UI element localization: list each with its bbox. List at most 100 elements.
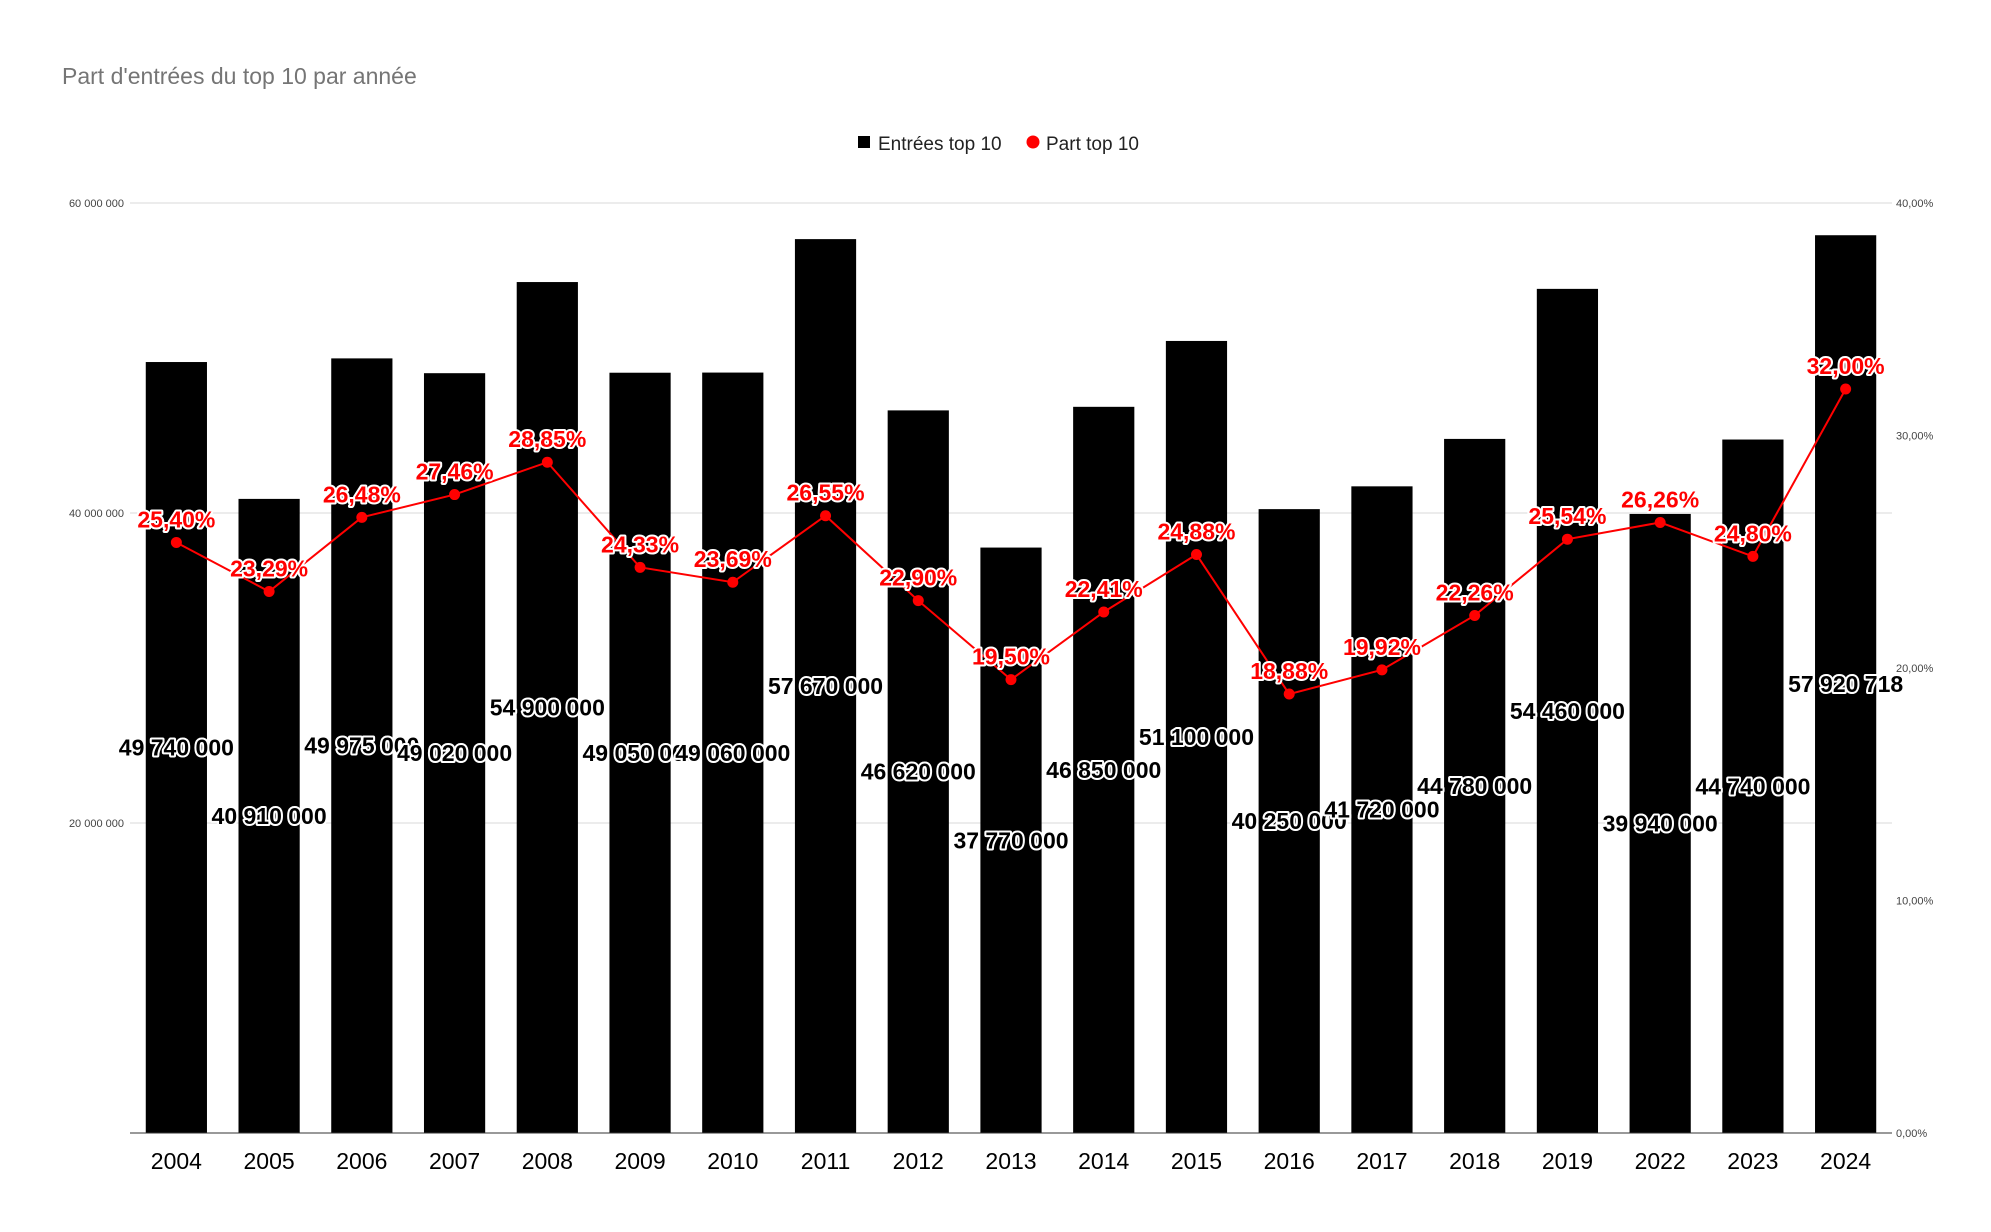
legend-line-label: Part top 10 <box>1046 134 1139 155</box>
line-point <box>1005 674 1017 686</box>
bar <box>887 410 949 1133</box>
x-tick-label: 2019 <box>1542 1148 1593 1174</box>
x-tick-label: 2007 <box>429 1148 480 1174</box>
bar <box>1073 406 1135 1133</box>
bar-value-label: 39 940 000 <box>1603 810 1718 836</box>
x-tick-label: 2008 <box>522 1148 573 1174</box>
y-right-tick-label: 20,00% <box>1896 663 1934 675</box>
bar-value-label: 44 740 000 <box>1695 773 1810 799</box>
y-axis-right: 0,00% 10,00% 20,00% 30,00% 40,00% <box>1896 198 1934 1140</box>
line-value-label: 24,88% <box>1157 519 1235 545</box>
chart-title: Part d'entrées du top 10 par année <box>62 63 417 89</box>
line-value-label: 25,40% <box>137 506 215 532</box>
bar <box>516 282 578 1133</box>
bar-value-label: 41 720 000 <box>1324 797 1439 823</box>
line-point <box>1747 550 1759 562</box>
bar <box>980 547 1042 1133</box>
x-tick-label: 2004 <box>151 1148 202 1174</box>
legend-bar-swatch <box>858 136 870 148</box>
line-value-label: 19,50% <box>972 644 1050 670</box>
x-tick-label: 2006 <box>336 1148 387 1174</box>
bar-value-label: 49 060 000 <box>675 740 790 766</box>
line-data-labels: 25,40% 23,29% 26,48% 27,46% 28,85% 24,33% 23,6… <box>135 351 1886 686</box>
legend: Entrées top 10 Part top 10 <box>858 134 1139 155</box>
bar-value-label: 49 740 000 <box>119 735 234 761</box>
bar-value-label: 54 460 000 <box>1510 698 1625 724</box>
bar-value-label: 46 620 000 <box>861 759 976 785</box>
x-tick-label: 2015 <box>1171 1148 1222 1174</box>
line-value-label: 24,33% <box>601 531 679 557</box>
y-right-tick-label: 30,00% <box>1896 431 1934 443</box>
line-value-label: 23,29% <box>230 556 308 582</box>
x-tick-label: 2018 <box>1449 1148 1500 1174</box>
line-point <box>1561 533 1573 545</box>
x-tick-label: 2011 <box>801 1148 850 1174</box>
bar-value-label: 44 780 000 <box>1417 773 1532 799</box>
line-value-label: 19,92% <box>1343 634 1421 660</box>
line-value-label: 26,48% <box>323 481 401 507</box>
bar <box>331 358 393 1133</box>
bar <box>794 239 857 1134</box>
line-point <box>1654 516 1666 528</box>
line-point <box>1840 383 1852 395</box>
line-value-label: 22,41% <box>1065 576 1143 602</box>
line-point <box>1098 606 1110 618</box>
line-series <box>170 383 1852 700</box>
bar-value-label: 49 975 000 <box>304 733 419 759</box>
x-tick-label: 2009 <box>614 1148 665 1174</box>
legend-line-swatch <box>1026 135 1040 149</box>
y-right-tick-label: 0,00% <box>1896 1128 1927 1140</box>
bar-value-label: 37 770 000 <box>953 827 1068 853</box>
x-tick-label: 2013 <box>985 1148 1036 1174</box>
bar <box>1536 288 1599 1133</box>
line-value-label: 25,54% <box>1528 503 1606 529</box>
x-tick-label: 2022 <box>1635 1148 1686 1174</box>
line-point <box>1469 609 1481 621</box>
line-value-label: 18,88% <box>1250 658 1328 684</box>
line-value-label: 28,85% <box>508 426 586 452</box>
x-tick-label: 2012 <box>893 1148 944 1174</box>
bar <box>145 362 207 1133</box>
y-right-tick-label: 40,00% <box>1896 198 1934 210</box>
bar-value-label: 54 900 000 <box>490 695 605 721</box>
bar-value-label: 57 670 000 <box>768 673 883 699</box>
line-point <box>727 576 739 588</box>
y-right-tick-label: 10,00% <box>1896 896 1934 908</box>
line-point <box>1376 664 1388 676</box>
bar-value-label: 46 850 000 <box>1046 757 1161 783</box>
line-point <box>170 536 182 548</box>
line-point <box>912 595 924 607</box>
line-value-label: 24,80% <box>1714 520 1792 546</box>
bar-value-label: 40 250 000 <box>1232 808 1347 834</box>
line-point <box>1190 549 1202 561</box>
y-left-tick-label: 40 000 000 <box>69 508 124 520</box>
line-point <box>541 456 553 468</box>
x-tick-label: 2010 <box>707 1148 758 1174</box>
line-value-label: 26,26% <box>1621 486 1699 512</box>
line-point <box>1283 688 1295 700</box>
line-point <box>449 489 461 501</box>
bar <box>609 372 671 1134</box>
x-tick-label: 2024 <box>1820 1148 1871 1174</box>
bar <box>1444 438 1506 1133</box>
x-tick-label: 2023 <box>1727 1148 1778 1174</box>
line-value-label: 32,00% <box>1807 353 1885 379</box>
bar-value-label: 57 920 718 <box>1788 671 1903 697</box>
y-left-tick-label: 20 000 000 <box>69 818 124 830</box>
line-point <box>820 510 832 522</box>
line-value-label: 26,55% <box>787 480 865 506</box>
bar <box>702 372 764 1133</box>
x-tick-label: 2016 <box>1264 1148 1315 1174</box>
bar-value-label: 49 020 000 <box>397 740 512 766</box>
legend-bar-label: Entrées top 10 <box>878 134 1002 155</box>
bar <box>1165 340 1228 1133</box>
bar-value-label: 51 100 000 <box>1139 724 1254 750</box>
line-point <box>634 561 646 573</box>
bar <box>1351 486 1413 1134</box>
y-left-tick-label: 60 000 000 <box>69 198 124 210</box>
bar <box>1258 509 1320 1133</box>
line-point <box>263 586 275 598</box>
line-value-label: 27,46% <box>416 459 494 485</box>
